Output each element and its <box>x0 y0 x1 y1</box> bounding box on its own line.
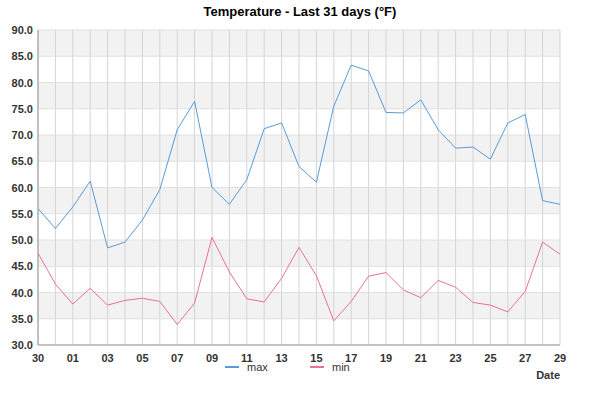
x-tick-label: 21 <box>415 352 427 364</box>
y-tick-label: 40.0 <box>12 287 33 299</box>
line-max <box>38 65 560 248</box>
y-tick-label: 75.0 <box>12 103 33 115</box>
y-tick-label: 90.0 <box>12 24 33 36</box>
grid-line-y <box>38 30 560 31</box>
legend-label: max <box>247 361 268 373</box>
y-tick-label: 55.0 <box>12 208 33 220</box>
grid-line-y <box>38 213 560 214</box>
y-tick-label: 65.0 <box>12 155 33 167</box>
legend: max min <box>225 361 350 373</box>
y-tick-label: 70.0 <box>12 129 33 141</box>
grid-line-y <box>38 82 560 83</box>
line-min <box>38 237 560 324</box>
grid-line-y <box>38 56 560 57</box>
x-tick-label: 30 <box>32 352 44 364</box>
x-tick-label: 05 <box>136 352 148 364</box>
x-tick-label: 29 <box>554 352 566 364</box>
grid-line-y <box>38 318 560 319</box>
chart: Temperature - Last 31 days (°F) 30.0 35.0 4… <box>0 0 600 400</box>
y-tick-label: 60.0 <box>12 182 33 194</box>
x-tick-label: 25 <box>484 352 496 364</box>
y-tick-label: 85.0 <box>12 50 33 62</box>
grid-line-x <box>38 30 39 345</box>
grid-line-y <box>38 108 560 109</box>
grid-line-y <box>38 266 560 267</box>
grid-line-y <box>38 161 560 162</box>
x-tick-label: 13 <box>275 352 287 364</box>
grid-line-y <box>38 240 560 241</box>
background <box>0 0 600 400</box>
grid-line-y <box>38 345 560 346</box>
x-tick-label: 15 <box>310 352 322 364</box>
y-tick-label: 50.0 <box>12 234 33 246</box>
grid-line-y <box>38 187 560 188</box>
grid <box>38 30 560 345</box>
y-tick-label: 30.0 <box>12 339 33 351</box>
grid-line-y <box>38 292 560 293</box>
x-tick-label: 01 <box>67 352 79 364</box>
x-axis-label: Date <box>536 369 560 381</box>
grid-line-y <box>38 135 560 136</box>
y-axis <box>38 30 39 345</box>
x-tick-label: 03 <box>101 352 113 364</box>
x-axis <box>38 345 560 346</box>
y-tick-label: 80.0 <box>12 77 33 89</box>
x-tick-label: 09 <box>206 352 218 364</box>
x-tick-label: 07 <box>171 352 183 364</box>
x-tick-label: 19 <box>380 352 392 364</box>
legend-swatch <box>310 366 324 368</box>
y-tick-label: 45.0 <box>12 260 33 272</box>
title: Temperature - Last 31 days (°F) <box>204 4 397 19</box>
x-tick-label: 23 <box>449 352 461 364</box>
legend-label: min <box>332 361 350 373</box>
x-tick-label: 27 <box>519 352 531 364</box>
y-tick-label: 35.0 <box>12 313 33 325</box>
legend-swatch <box>225 366 239 368</box>
plot-area <box>38 65 560 324</box>
